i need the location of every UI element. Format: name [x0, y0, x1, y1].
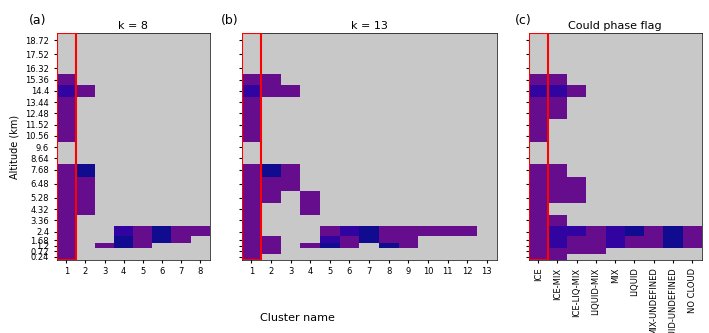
- Title: k = 8: k = 8: [118, 21, 148, 31]
- Text: (c): (c): [515, 14, 532, 27]
- Text: Cluster name: Cluster name: [260, 313, 335, 323]
- Y-axis label: Altitude (km): Altitude (km): [10, 115, 20, 178]
- Text: (b): (b): [221, 14, 239, 27]
- Title: k = 13: k = 13: [351, 21, 388, 31]
- Text: (a): (a): [29, 14, 47, 27]
- Title: Could phase flag: Could phase flag: [569, 21, 662, 31]
